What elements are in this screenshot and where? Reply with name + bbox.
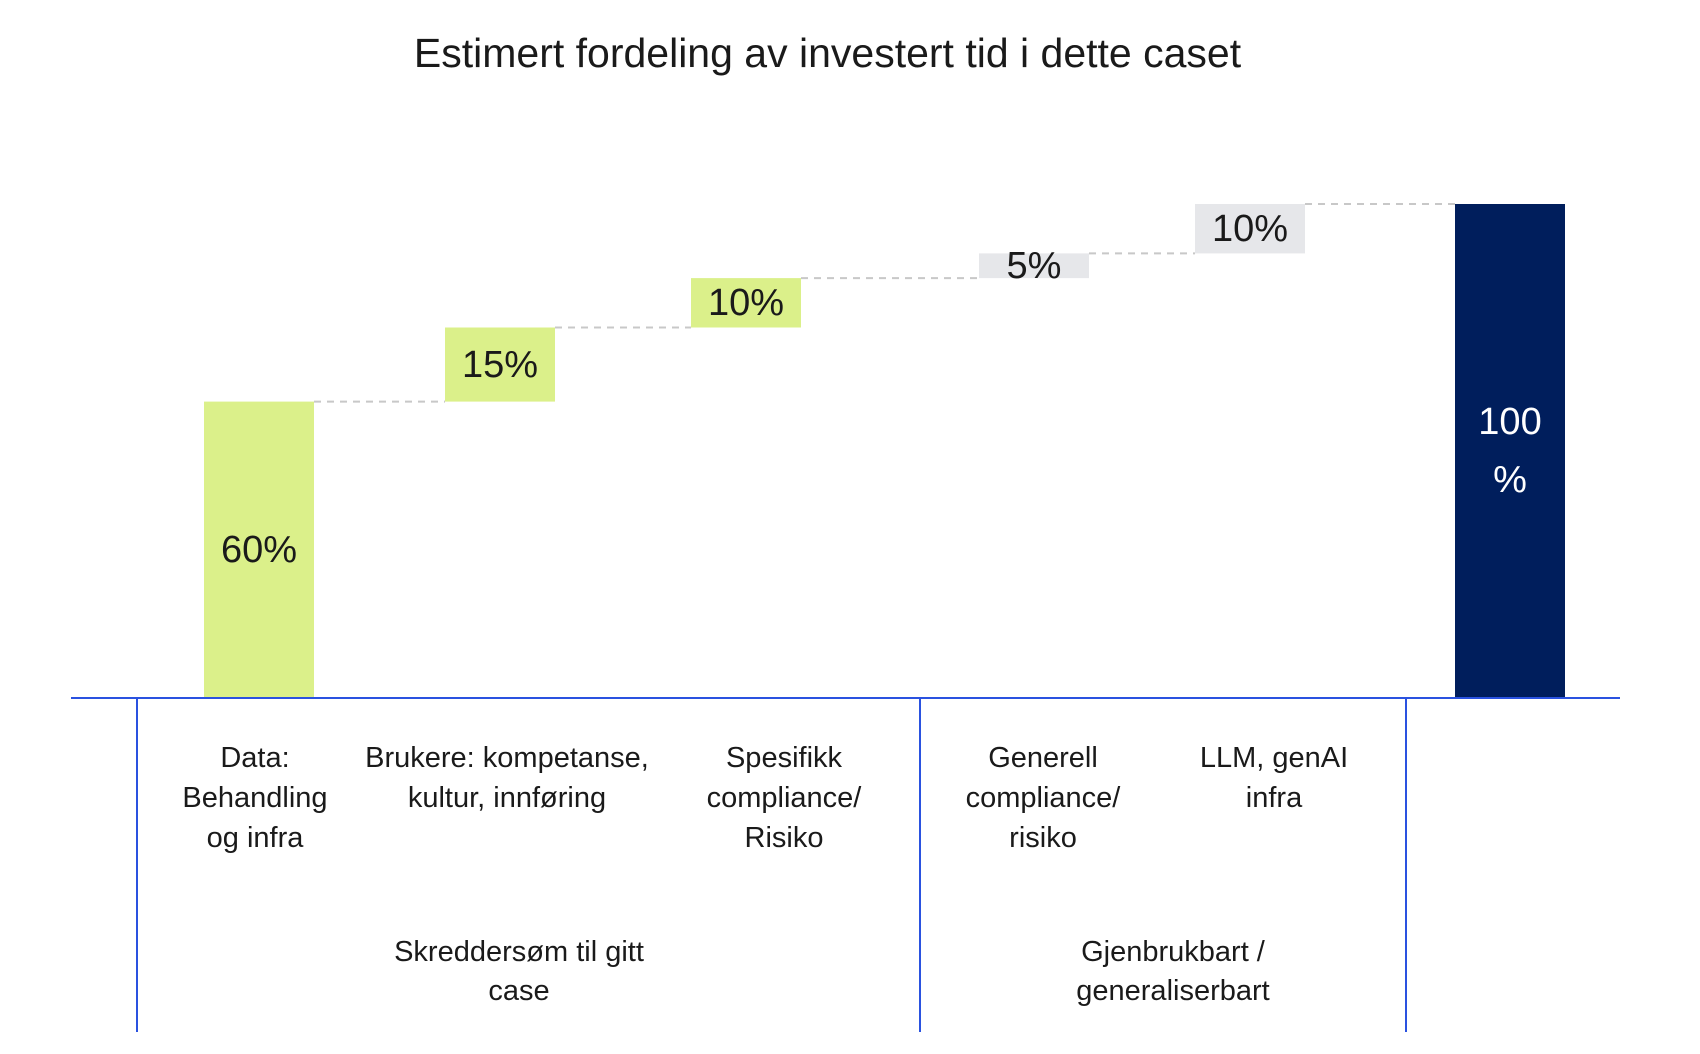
category-label: Brukere: kompetanse, kultur, innføring: [365, 742, 649, 814]
category-label: Generell compliance/ risiko: [965, 742, 1121, 854]
category-label: Data: Behandling og infra: [182, 742, 328, 854]
bar: [691, 278, 801, 328]
category-label: LLM, genAI infra: [1199, 742, 1349, 814]
chart-title: Estimert fordeling av investert tid i de…: [413, 30, 1242, 76]
value-label: 5%: [1006, 244, 1062, 287]
bar: [204, 401, 314, 698]
bar: [979, 253, 1089, 279]
value-label: 10%: [707, 281, 785, 324]
bar: [1455, 204, 1565, 698]
bar: [445, 327, 555, 402]
bar: [1195, 204, 1305, 254]
group-label: Skreddersøm til gitt case: [394, 936, 644, 1007]
value-label: 100 %: [1478, 401, 1542, 501]
value-label: 15%: [461, 343, 539, 386]
group-label: Gjenbrukbart / generaliserbart: [1076, 936, 1270, 1007]
category-label: Spesifikk compliance/ Risiko: [706, 742, 862, 854]
value-label: 10%: [1211, 207, 1289, 250]
value-label: 60%: [220, 528, 298, 571]
